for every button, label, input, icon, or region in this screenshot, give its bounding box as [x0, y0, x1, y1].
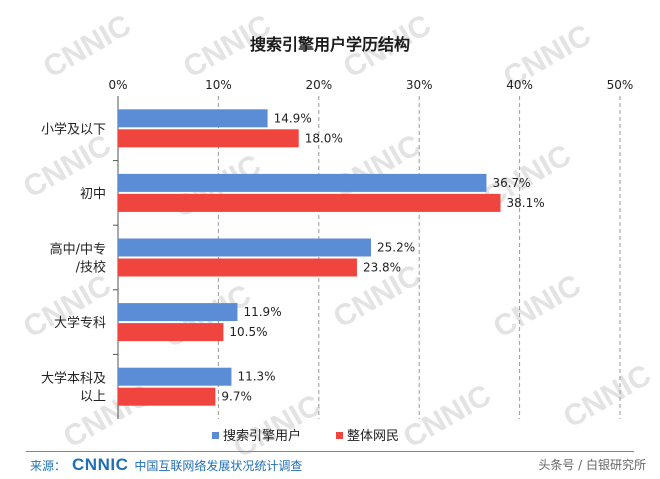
data-label: 36.7% — [492, 176, 530, 190]
report-name: 中国互联网络发展状况统计调查 — [134, 458, 303, 473]
chart-title: 搜索引擎用户学历结构 — [249, 35, 410, 54]
bar — [118, 109, 268, 128]
category-label: 大学本科及以上 — [41, 371, 106, 405]
category-label-line: 高中/中专 — [50, 242, 106, 258]
x-tick-label: 30% — [406, 78, 433, 92]
bar — [118, 173, 487, 192]
data-label: 9.7% — [221, 390, 252, 404]
bar — [118, 238, 372, 257]
bar — [118, 367, 232, 386]
category-label: 大学专科 — [54, 315, 106, 331]
data-label: 38.1% — [507, 196, 545, 210]
data-label: 11.9% — [243, 305, 281, 319]
legend-label: 整体网民 — [347, 429, 399, 444]
data-label: 23.8% — [363, 261, 401, 275]
category-label-line: 大学本科及 — [41, 371, 106, 387]
bar — [118, 258, 357, 277]
bar — [118, 129, 299, 148]
bar — [118, 193, 501, 212]
credit-text: 头条号 / 白银研究所 — [538, 458, 646, 472]
category-label-line: 小学及以下 — [41, 121, 106, 137]
category-label-line: 以上 — [80, 390, 106, 405]
x-tick-label: 0% — [108, 78, 127, 92]
data-label: 11.3% — [237, 370, 275, 384]
data-label: 18.0% — [305, 131, 343, 145]
category-label-line: 初中 — [80, 187, 106, 202]
cnnic-logo: CNNIC — [72, 455, 129, 474]
data-label: 14.9% — [274, 111, 312, 125]
x-tick-label: 40% — [506, 78, 533, 92]
x-tick-label: 50% — [607, 78, 634, 92]
legend-swatch — [336, 432, 343, 439]
category-label-line: 大学专科 — [54, 315, 106, 331]
bar — [118, 303, 238, 322]
category-label: 小学及以下 — [41, 121, 106, 137]
legend-label: 搜索引擎用户 — [223, 428, 301, 444]
source-label: 来源： — [30, 458, 67, 473]
data-label: 10.5% — [229, 325, 267, 339]
category-label: 初中 — [80, 187, 106, 202]
category-label-line: /技校 — [76, 260, 106, 276]
x-tick-label: 10% — [205, 78, 232, 92]
legend-swatch — [212, 432, 219, 439]
footer-divider — [26, 451, 634, 452]
footer-source: 来源： CNNIC 中国互联网络发展状况统计调查 — [30, 455, 302, 475]
category-label: 高中/中专/技校 — [50, 242, 106, 276]
x-tick-label: 20% — [305, 78, 332, 92]
data-label: 25.2% — [377, 241, 415, 255]
bar — [118, 323, 224, 342]
bar — [118, 387, 216, 406]
